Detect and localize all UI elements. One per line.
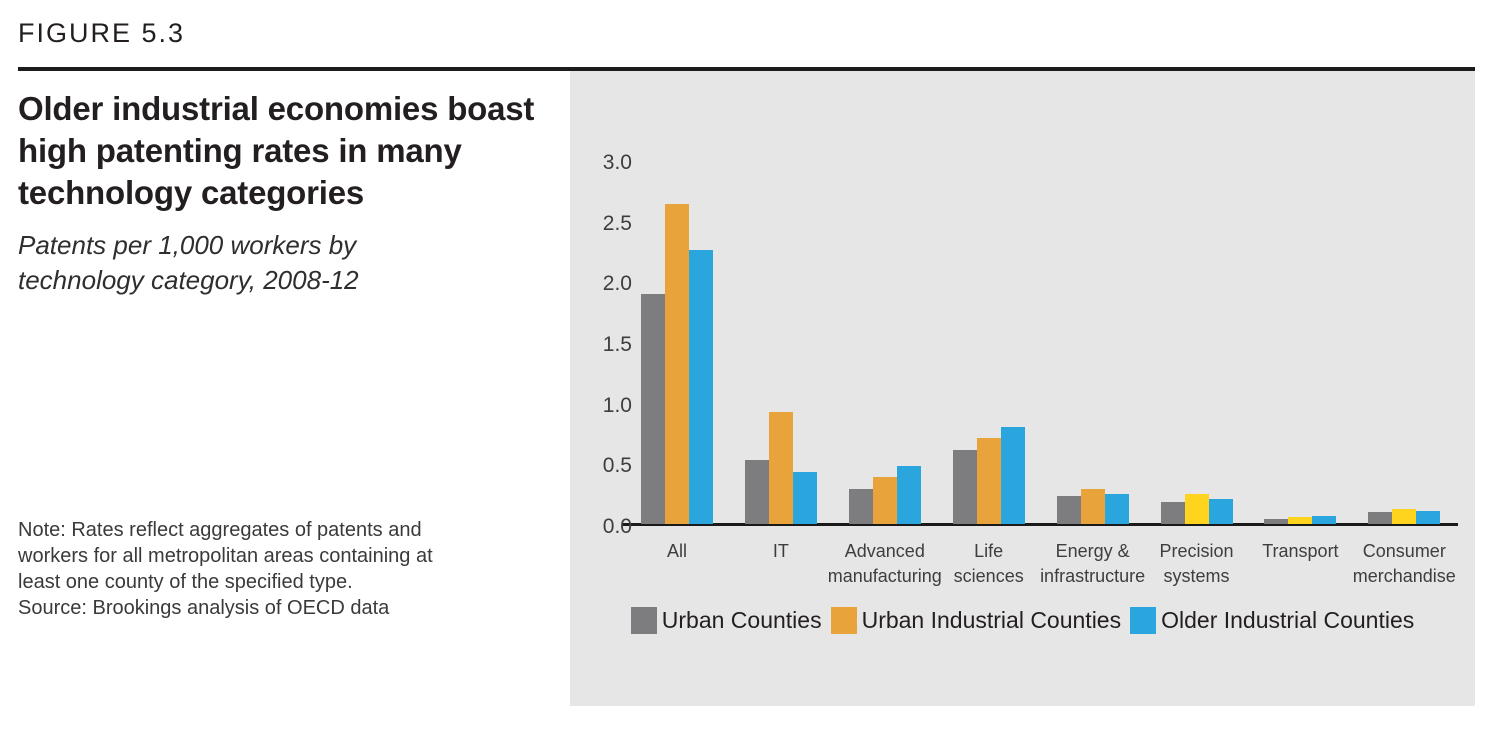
x-axis-line	[622, 523, 1458, 526]
y-tick-label-0.0: 0.0	[602, 515, 632, 538]
x-category-label-7: Consumer merchandise	[1352, 541, 1456, 586]
bar-urban-counties-1	[744, 459, 769, 524]
x-category-label-3: Life sciences	[953, 541, 1024, 586]
x-category-label-5: Precision systems	[1159, 541, 1234, 586]
note-block: Note: Rates reflect aggregates of patent…	[18, 517, 454, 621]
bar-older-industrial-counties-3	[1000, 426, 1025, 524]
legend-item-urban-counties: Urban Counties	[630, 607, 822, 634]
bar-urban-industrial-counties-1	[768, 412, 793, 524]
legend-label: Older Industrial Counties	[1161, 607, 1415, 633]
y-tick-label-2.0: 2.0	[602, 272, 632, 296]
bar-urban-industrial-counties-4	[1080, 488, 1105, 524]
chart-panel: 0.0 0.5 1.0 1.5 2.0 2.5 3.0 All IT Advanced manuf…	[570, 71, 1475, 706]
bar-older-industrial-counties-0	[689, 249, 713, 524]
legend-swatch-icon	[1130, 607, 1157, 634]
note-text: Note: Rates reflect aggregates of patent…	[18, 519, 433, 593]
legend-swatch-icon	[630, 607, 657, 634]
y-tick-label-1.0: 1.0	[602, 393, 632, 417]
bar-older-industrial-counties-6	[1312, 515, 1337, 524]
bar-urban-counties-4	[1056, 496, 1081, 524]
bar-urban-industrial-counties-5	[1184, 493, 1209, 524]
bar-older-industrial-counties-7	[1416, 510, 1441, 524]
y-tick-label-1.5: 1.5	[602, 333, 632, 357]
chart-subtitle: Patents per 1,000 workers by technology …	[18, 230, 359, 295]
bar-urban-industrial-counties-2	[872, 476, 897, 524]
x-category-label-4: Energy & infrastructure	[1040, 541, 1146, 586]
bar-urban-industrial-counties-6	[1288, 516, 1313, 524]
left-column: Older industrial economies boast high pa…	[18, 88, 558, 295]
bar-urban-counties-7	[1368, 511, 1393, 524]
x-category-label-1: IT	[772, 541, 789, 561]
bar-urban-counties-2	[848, 488, 873, 524]
legend-label: Urban Counties	[661, 607, 822, 633]
figure-label: FIGURE 5.3	[18, 18, 186, 48]
bar-older-industrial-counties-5	[1208, 498, 1233, 524]
legend-item-urban-industrial-counties: Urban Industrial Counties	[830, 607, 1122, 634]
bar-urban-industrial-counties-3	[976, 437, 1001, 524]
bar-older-industrial-counties-2	[896, 465, 921, 524]
legend-swatch-icon	[830, 607, 857, 634]
divider-rule	[18, 67, 1475, 71]
bar-older-industrial-counties-1	[792, 471, 817, 524]
legend-item-older-industrial-counties: Older Industrial Counties	[1130, 607, 1414, 634]
chart-title: Older industrial economies boast high pa…	[18, 90, 535, 211]
x-category-label-0: All	[666, 541, 687, 561]
bar-urban-counties-0	[641, 293, 665, 524]
plot-area: 0.0 0.5 1.0 1.5 2.0 2.5 3.0 All IT Advanced manuf…	[570, 71, 1475, 706]
x-category-label-2: Advanced manufacturing	[827, 541, 942, 586]
source-text: Source: Brookings analysis of OECD data	[18, 597, 390, 619]
y-tick-label-2.5: 2.5	[602, 211, 632, 235]
legend: Urban Counties Urban Industrial Counties O…	[578, 607, 1467, 634]
y-tick-label-0.5: 0.5	[602, 454, 632, 478]
bar-urban-counties-6	[1264, 519, 1289, 524]
bar-urban-counties-5	[1160, 502, 1185, 524]
bar-urban-industrial-counties-7	[1392, 509, 1417, 524]
y-tick-label-3.0: 3.0	[602, 151, 632, 175]
bar-urban-counties-3	[952, 450, 977, 524]
legend-label: Urban Industrial Counties	[861, 607, 1122, 633]
x-category-label-6: Transport	[1262, 541, 1339, 561]
bar-older-industrial-counties-4	[1104, 493, 1129, 524]
bar-urban-industrial-counties-0	[665, 203, 689, 524]
